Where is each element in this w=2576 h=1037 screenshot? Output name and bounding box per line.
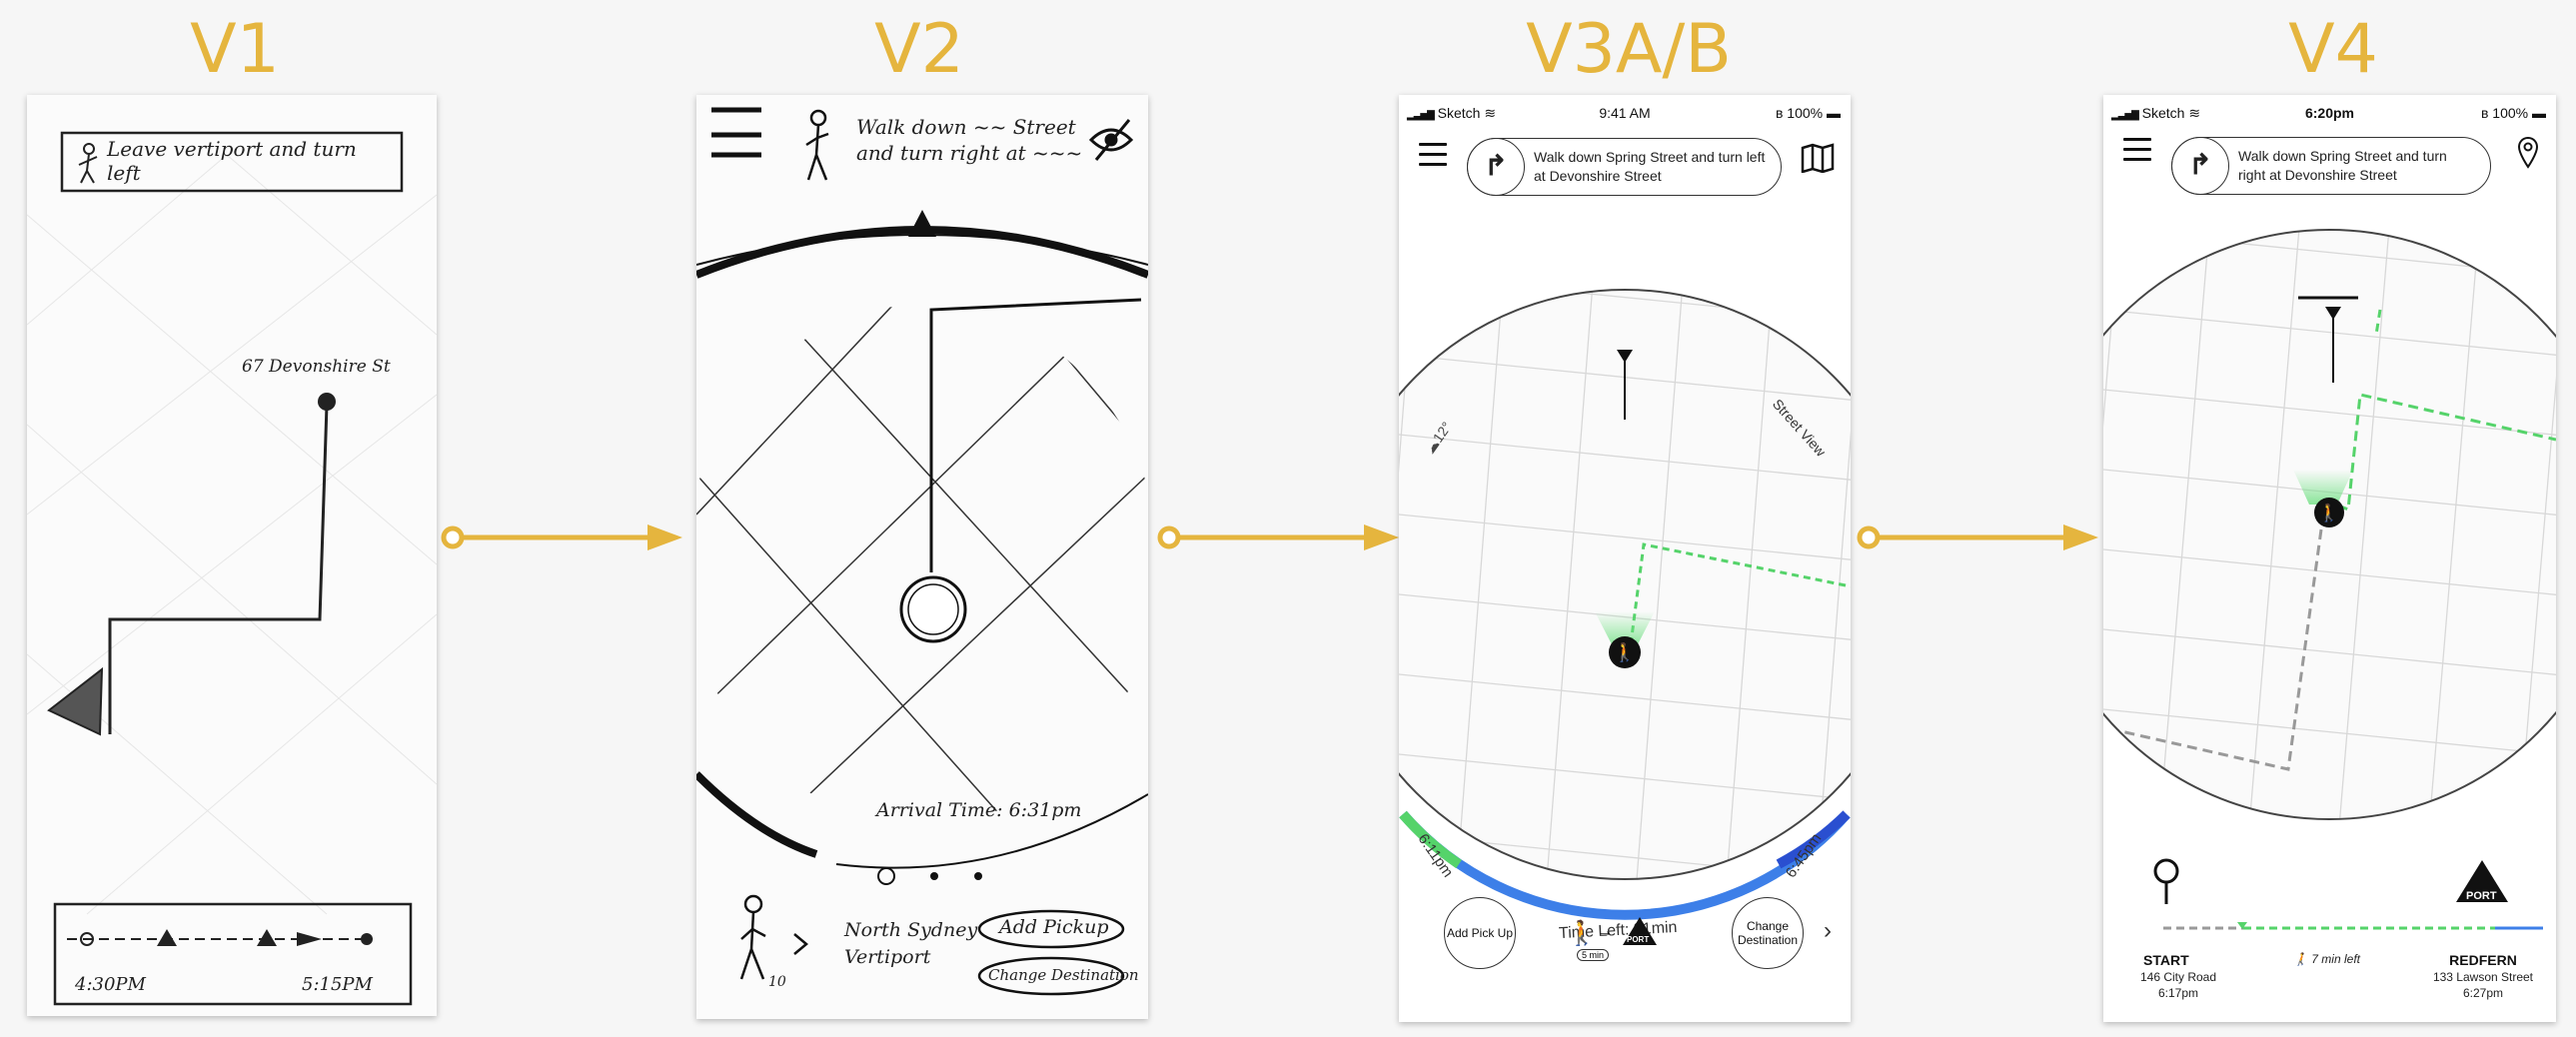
arrow-right-icon xyxy=(1857,524,2098,550)
version-label-v1: V1 xyxy=(190,10,280,89)
signal-icon: ▂▃▅▇ xyxy=(1407,110,1435,121)
version-label-v2: V2 xyxy=(874,10,964,89)
battery-percent: 100% xyxy=(2492,105,2529,121)
turn-right-icon: ↱ xyxy=(1467,138,1525,196)
v4-map-compass: 🚶 xyxy=(2103,229,2556,820)
pedestrian-icon xyxy=(78,143,98,184)
v1-start-time: 4:30PM xyxy=(75,974,146,995)
change-destination-button[interactable]: Change Destination xyxy=(1732,897,1804,969)
v2-location-line2: Vertiport xyxy=(844,946,931,968)
v3-map-compass: 🚶 xyxy=(1399,289,1851,920)
pedestrian-icon: 🚶 xyxy=(2293,952,2308,966)
walk-summary: 🚶 → PORT 5 min xyxy=(1567,917,1667,961)
pedestrian-icon xyxy=(805,109,829,181)
battery-percent: 100% xyxy=(1787,105,1824,121)
v2-change-destination-button[interactable]: Change Destination xyxy=(988,966,1139,984)
pedestrian-icon: 🚶 xyxy=(1609,636,1641,668)
instruction-text: Walk down Spring Street and turn right a… xyxy=(2238,148,2447,183)
location-pin-icon[interactable] xyxy=(2517,137,2539,169)
start-address: 146 City Road xyxy=(2139,970,2217,984)
add-pickup-button[interactable]: Add Pick Up xyxy=(1444,897,1516,969)
port-icon xyxy=(1623,917,1657,945)
v2-arrival-time: Arrival Time: 6:31pm xyxy=(876,799,1082,821)
end-label: REDFERN xyxy=(2449,952,2517,968)
battery-icon: ▬ xyxy=(2532,105,2546,121)
version-label-v4: V4 xyxy=(2288,10,2378,89)
start-pin-icon xyxy=(2153,858,2179,904)
walk-minutes-badge: 5 min xyxy=(1577,949,1610,961)
v4-status-bar: ▂▃▅▇ Sketch ≋ 6:20pm ʙ 100% ▬ xyxy=(2103,101,2556,125)
v4-phone-screen: ▂▃▅▇ Sketch ≋ 6:20pm ʙ 100% ▬ ↱ Walk dow… xyxy=(2103,95,2556,1022)
instruction-pill[interactable]: ↱ Walk down Spring Street and turn left … xyxy=(1467,138,1782,196)
v1-sketch-panel: Leave vertiport and turn left 67 Devonsh… xyxy=(27,95,437,1016)
bluetooth-icon: ʙ xyxy=(2480,105,2489,121)
v2-sketch-panel: Walk down ~~ Street and turn right at ~~… xyxy=(696,95,1148,1019)
pedestrian-icon xyxy=(739,894,766,980)
version-label-v3: V3A/B xyxy=(1526,10,1732,89)
v2-instruction-line2: and turn right at ~~~ xyxy=(856,141,1083,165)
arrow-right-icon xyxy=(1157,524,1399,550)
end-address: 133 Lawson Street xyxy=(2432,970,2534,984)
map-icon[interactable] xyxy=(1801,143,1835,173)
v2-sketch-drawing xyxy=(696,107,1148,996)
v2-instruction-line1: Walk down ~~ Street xyxy=(856,115,1076,139)
eye-slash-icon xyxy=(1088,119,1134,161)
wifi-icon: ≋ xyxy=(2188,105,2201,121)
port-label: PORT xyxy=(1627,935,1650,944)
v3-status-bar: ▂▃▅▇ Sketch ≋ 9:41 AM ʙ 100% ▬ xyxy=(1399,101,1851,125)
pedestrian-icon: 🚶 xyxy=(1567,920,1597,947)
carrier: Sketch xyxy=(2141,105,2185,121)
arrow-right-icon: → xyxy=(1597,923,1613,940)
hamburger-menu-icon xyxy=(711,107,761,158)
bluetooth-icon: ʙ xyxy=(1775,105,1784,121)
pedestrian-icon: 🚶 xyxy=(2314,498,2344,527)
hamburger-menu-icon[interactable] xyxy=(2123,138,2151,162)
v2-add-pickup-button[interactable]: Add Pickup xyxy=(999,916,1109,938)
carrier: Sketch xyxy=(1437,105,1481,121)
port-label: PORT xyxy=(2466,890,2497,902)
v1-end-time: 5:15PM xyxy=(302,974,373,995)
start-time: 6:17pm xyxy=(2157,986,2199,1000)
start-label: START xyxy=(2143,952,2189,968)
wifi-icon: ≋ xyxy=(1484,105,1497,121)
v2-location-line1: North Sydney xyxy=(844,919,978,941)
hamburger-menu-icon[interactable] xyxy=(1419,143,1447,167)
arrow-right-icon xyxy=(441,524,682,550)
instruction-pill[interactable]: ↱ Walk down Spring Street and turn right… xyxy=(2171,137,2491,195)
v3-phone-screen: ▂▃▅▇ Sketch ≋ 9:41 AM ʙ 100% ▬ ↱ Walk do… xyxy=(1399,95,1851,1022)
status-time: 9:41 AM xyxy=(1599,105,1651,121)
instruction-text: Walk down Spring Street and turn left at… xyxy=(1534,149,1766,184)
v1-destination-label: 67 Devonshire St xyxy=(242,357,391,377)
status-time: 6:20pm xyxy=(2304,105,2355,121)
minutes-left: 🚶 7 min left xyxy=(2293,952,2360,966)
port-icon xyxy=(2456,860,2508,902)
v2-walker-number: 10 xyxy=(768,974,786,990)
v1-sketch-drawing xyxy=(27,131,437,1006)
svg-text:🚶: 🚶 xyxy=(1614,641,1636,663)
trip-progress-bar xyxy=(2163,922,2543,930)
battery-icon: ▬ xyxy=(1827,105,1841,121)
svg-text:🚶: 🚶 xyxy=(2318,503,2339,523)
turn-right-icon: ↱ xyxy=(2171,137,2229,195)
signal-icon: ▂▃▅▇ xyxy=(2111,110,2139,121)
chevron-right-icon[interactable]: › xyxy=(1824,917,1832,944)
v1-instruction: Leave vertiport and turn left xyxy=(107,137,357,185)
end-time: 6:27pm xyxy=(2462,986,2504,1000)
